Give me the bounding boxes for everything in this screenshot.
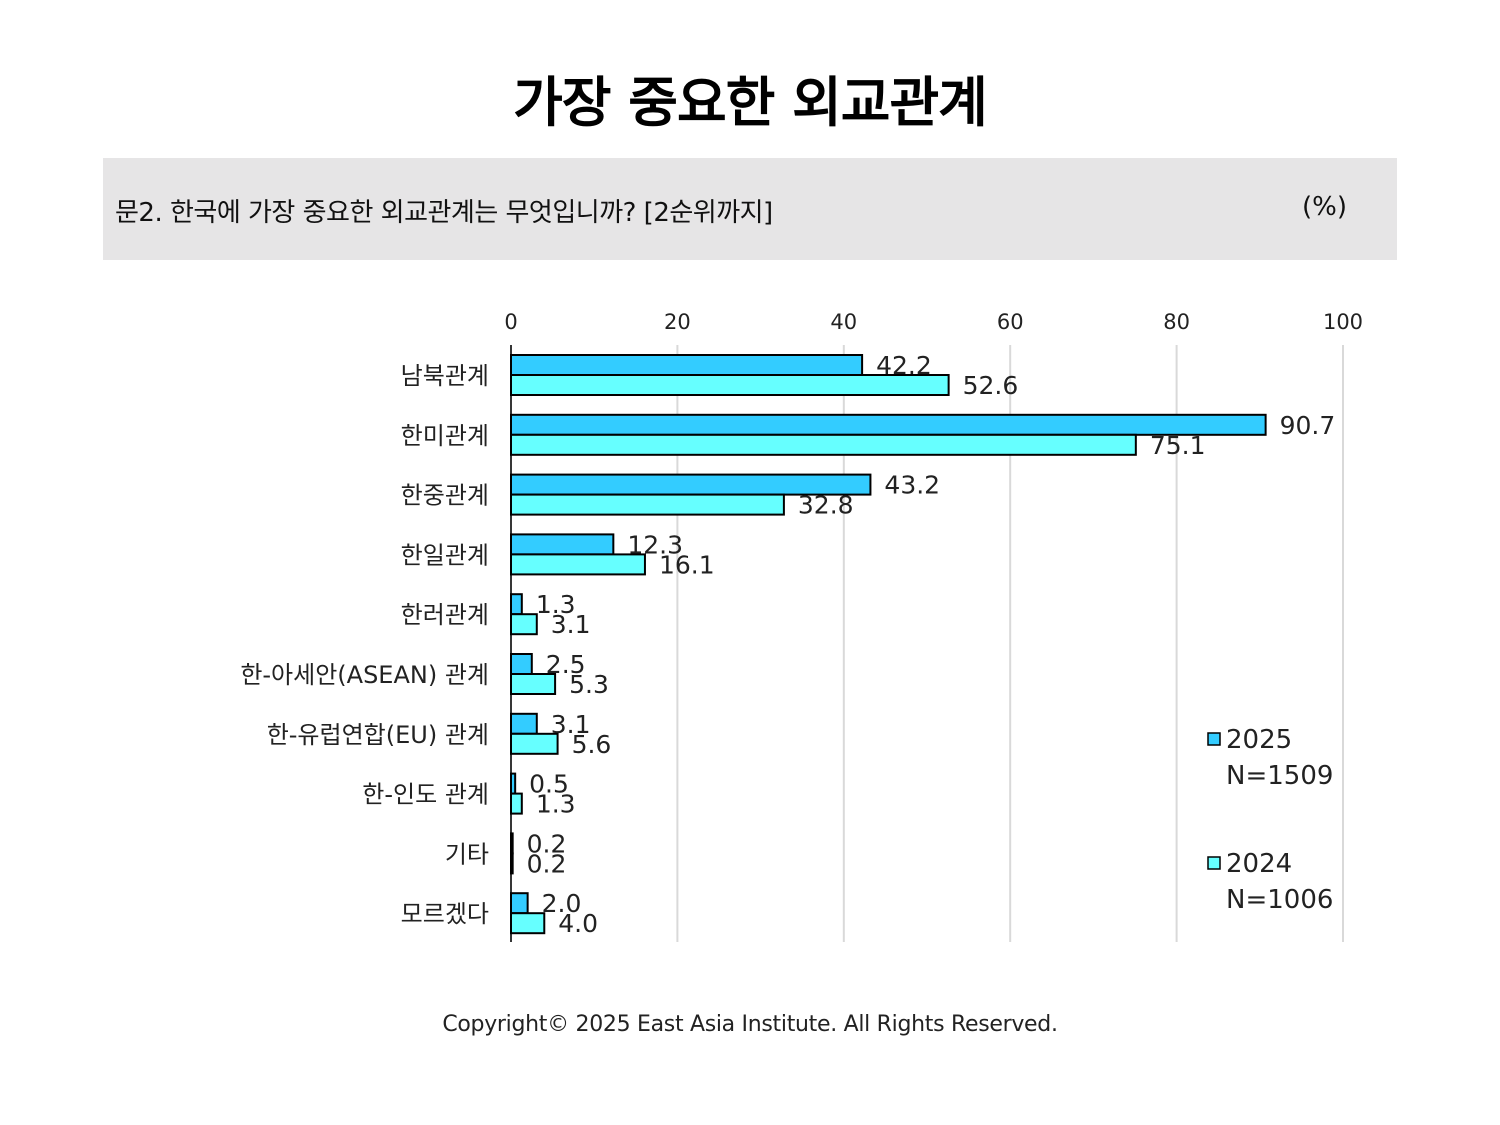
bar-2025-7 [510,772,517,795]
data-label-2025-7: 0.5 [529,770,569,799]
tick-labels: 0 20 40 60 80 100 [504,310,1363,334]
bar-2025-4 [510,593,523,616]
bar-2024-7 [510,792,523,815]
category-label: 한미관계 [401,422,489,450]
data-label-2025-1: 90.7 [1280,411,1336,440]
bar-layer: 42.252.690.775.143.232.812.316.11.33.12.… [510,351,1336,938]
bar-2025-3 [510,533,615,556]
category-label: 남북관계 [401,362,489,390]
data-label-2024-3: 16.1 [659,550,715,579]
category-label: 한-인도 관계 [362,781,489,809]
legend: 2025 N=1509 2024 N=1006 [1207,725,1333,915]
tick-label-0: 0 [504,310,517,334]
category-label: 한러관계 [401,601,489,629]
data-label-2024-9: 4.0 [558,909,598,938]
bar-2024-3 [510,553,646,576]
data-label-2024-6: 5.6 [572,730,612,759]
bar-2025-0 [510,354,864,376]
bar-2024-9 [510,912,546,935]
category-label: 기타 [445,840,489,868]
bar-2025-5 [510,653,533,675]
category-label: 한-유럽연합(EU) 관계 [267,721,489,749]
copyright-footer: Copyright© 2025 East Asia Institute. All… [442,1012,1058,1037]
bar-2024-8 [510,852,514,875]
bar-2024-5 [510,673,557,695]
data-label-2025-4: 1.3 [536,590,576,619]
data-label-2025-8: 0.2 [527,829,567,858]
unit-label: (%) [1302,192,1347,222]
data-label-2025-2: 43.2 [884,471,940,500]
page-title: 가장 중요한 외교관계 [513,71,988,134]
legend-sample-2024: N=1006 [1226,885,1333,915]
data-label-2024-4: 3.1 [551,610,591,639]
legend-swatch-2024 [1207,856,1221,870]
tick-label-40: 40 [830,310,857,334]
data-label-2024-5: 5.3 [569,670,609,699]
bar-2024-4 [510,613,538,636]
data-label-2025-9: 2.0 [542,889,582,918]
data-label-2024-1: 75.1 [1150,431,1206,460]
bar-2025-6 [510,712,538,735]
category-label: 모르겠다 [401,900,489,928]
data-label-2024-8: 0.2 [527,849,567,878]
data-label-2024-0: 52.6 [963,371,1019,400]
category-label: 한중관계 [401,482,489,510]
legend-sample-2025: N=1509 [1226,761,1333,791]
category-label: 한일관계 [401,541,489,569]
category-label: 한-아세안(ASEAN) 관계 [240,661,489,689]
legend-label-2025: 2025 [1226,725,1292,755]
tick-label-20: 20 [664,310,691,334]
bar-2025-8 [510,832,514,855]
tick-label-100: 100 [1323,310,1363,334]
bar-2024-2 [510,493,785,516]
bar-2025-9 [510,892,529,915]
question-text: 문2. 한국에 가장 중요한 외교관계는 무엇입니까? [2순위까지] [115,198,773,228]
question-banner: 문2. 한국에 가장 중요한 외교관계는 무엇입니까? [2순위까지] (%) [103,158,1397,260]
data-label-2024-7: 1.3 [536,790,576,819]
bar-2024-0 [510,374,950,396]
tick-label-80: 80 [1163,310,1190,334]
legend-swatch-2025 [1207,732,1221,746]
tick-label-60: 60 [997,310,1024,334]
bar-2024-1 [510,433,1137,456]
bar-2024-6 [510,732,559,755]
data-label-2024-2: 32.8 [798,491,854,520]
legend-label-2024: 2024 [1226,849,1292,879]
